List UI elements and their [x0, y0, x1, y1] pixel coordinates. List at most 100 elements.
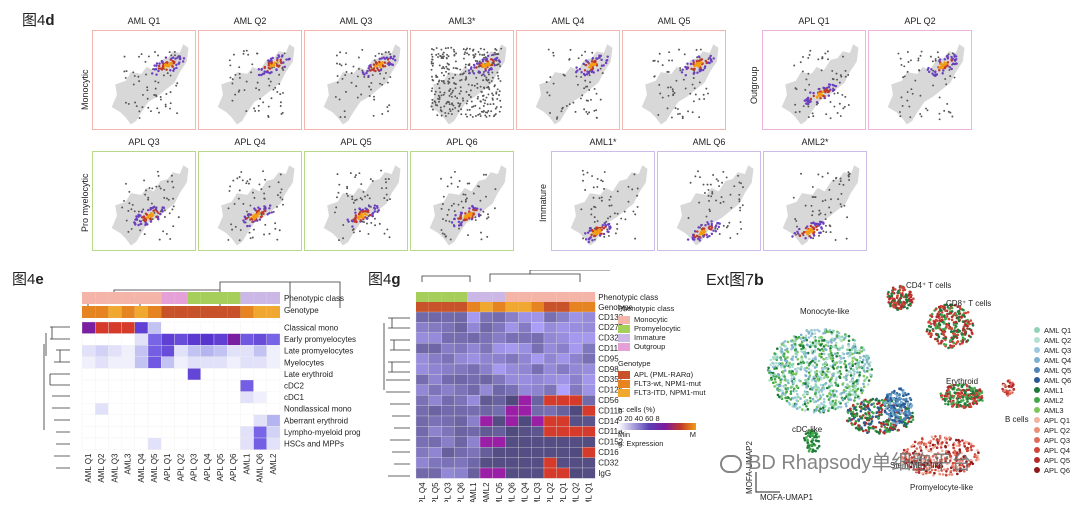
umap-cell-point: [839, 115, 842, 118]
ext-point-monocyte: [862, 374, 866, 378]
umap-cell-point: [352, 65, 355, 68]
ext-point-cdc: [811, 438, 814, 441]
heatmap-g-cell: [518, 384, 532, 396]
umap-cell-point: [582, 173, 585, 176]
umap-cell-point: [441, 232, 444, 235]
umap-cell-point: [232, 179, 235, 182]
ext-point-cd8: [942, 333, 946, 337]
umap-cell-point: [897, 52, 900, 55]
umap-cell-point: [466, 182, 469, 185]
umap-cell-point: [459, 79, 462, 82]
ext-point-stemmpp: [899, 415, 902, 419]
heatmap-e-cell: [134, 356, 149, 369]
heatmap-g-cell: [505, 405, 519, 417]
umap-cell-point: [442, 51, 445, 54]
umap-cell-point: [143, 233, 146, 236]
heatmap-g-cell: [479, 343, 493, 354]
umap-density-point: [703, 230, 707, 233]
ext-point-erythroid: [963, 402, 967, 405]
umap-density-point: [588, 229, 591, 232]
heatmap-e-cell: [200, 379, 215, 392]
umap-cell-point: [228, 59, 231, 62]
ext-point-monocyte: [862, 354, 866, 358]
ext-point-monocyte: [835, 390, 838, 393]
ext-point-monocyte: [811, 386, 814, 390]
heatmap-g-col-label: AML Q5: [495, 482, 504, 502]
umap-cell-point: [653, 59, 656, 62]
ext-point-monocyte: [851, 360, 854, 363]
umap-density-point: [805, 102, 808, 105]
umap-cell-point: [346, 194, 349, 197]
heatmap-e-cell: [134, 426, 149, 439]
umap-density-point: [593, 63, 597, 66]
heatmap-g-cell: [492, 415, 506, 427]
legend-scale-g-ends: Min M: [618, 430, 696, 439]
umap-density-point: [471, 204, 474, 208]
umap-density-point: [257, 68, 261, 71]
annot-genotype-cell: [569, 302, 583, 312]
ext-point-monocyte: [845, 393, 849, 396]
ext-point-cdc: [804, 432, 808, 435]
umap-cell-point: [172, 186, 175, 189]
umap-cell-point: [171, 208, 174, 211]
umap-density-point: [393, 59, 397, 62]
umap-cell-point: [133, 74, 136, 77]
ext-point-erythroid: [956, 397, 959, 400]
heatmap-e-cell: [174, 356, 188, 369]
umap-cell-point: [499, 65, 502, 68]
umap-cell-point: [440, 114, 443, 117]
umap-cell-point: [474, 219, 477, 221]
umap-density-point: [693, 67, 696, 71]
umap-density-point: [493, 64, 497, 67]
ext-point-monocyte: [823, 338, 826, 342]
umap-density-point: [698, 239, 701, 242]
heatmap-g-col-label: AML1: [469, 482, 478, 502]
ext-point-cd8: [954, 320, 958, 324]
umap-cell-point: [672, 90, 674, 93]
umap-cell-point: [668, 51, 671, 54]
umap-cell-point: [794, 103, 797, 106]
umap-density-point: [796, 232, 800, 235]
umap-density-point: [479, 208, 482, 211]
ext-point-promyelocyte: [955, 438, 958, 442]
umap-cell-point: [360, 93, 363, 96]
umap-cell-point: [472, 105, 475, 108]
umap-cell-point: [363, 221, 365, 223]
heatmap-g-cell: [518, 343, 532, 354]
umap-density-point: [157, 64, 161, 68]
legend-phenotypic-label: Outgroup: [634, 342, 666, 352]
ext-point-monocyte: [832, 374, 835, 377]
umap-cell-point: [493, 84, 496, 87]
umap-cell-point: [245, 80, 248, 83]
umap-cell-point: [334, 95, 337, 98]
umap-cell-point: [682, 78, 685, 81]
umap-cell-point: [361, 69, 364, 72]
ext-point-stemmpp: [874, 425, 878, 429]
umap-scatter: [781, 44, 859, 125]
ext-point-monocyte: [834, 345, 837, 349]
umap-cell-point: [636, 194, 639, 197]
heatmap-g-cell: [492, 384, 506, 396]
umap-density-point: [927, 66, 930, 70]
umap-cell-point: [497, 77, 500, 80]
umap-cell-point: [454, 87, 457, 90]
umap-cell-point: [165, 93, 168, 95]
umap-panel-title: APL Q2: [904, 16, 936, 26]
heatmap-g-cell: [543, 467, 557, 479]
ext-point-monocyte: [817, 387, 821, 391]
umap-cell-point: [454, 95, 457, 98]
umap-cell-point: [386, 106, 389, 109]
ext-point-cd8: [944, 343, 948, 346]
umap-cell-point: [596, 185, 599, 188]
umap-cell-point: [794, 218, 797, 220]
ext-point-monocyte: [832, 361, 836, 364]
ext-point-monocyte: [771, 361, 774, 365]
heatmap-e-cell: [174, 437, 188, 450]
umap-cell-point: [468, 47, 471, 50]
ext-point-monocyte: [825, 373, 828, 377]
umap-density-point: [938, 59, 941, 63]
umap-cell-point: [474, 59, 477, 62]
umap-cell-point: [453, 170, 456, 173]
ext-point-monocyte: [837, 348, 840, 352]
ext-point-monocyte: [851, 352, 854, 356]
